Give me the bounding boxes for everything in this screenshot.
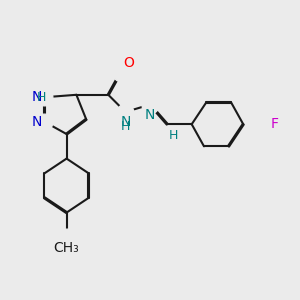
Text: N: N bbox=[32, 90, 42, 104]
Text: N: N bbox=[120, 116, 131, 129]
Text: H: H bbox=[169, 129, 178, 142]
Text: O: O bbox=[123, 56, 134, 70]
Text: F: F bbox=[270, 117, 278, 131]
Text: H: H bbox=[121, 120, 130, 133]
Text: H: H bbox=[37, 91, 46, 104]
Text: CH₃: CH₃ bbox=[54, 241, 80, 254]
Text: N: N bbox=[32, 115, 42, 129]
Text: N: N bbox=[145, 108, 155, 122]
